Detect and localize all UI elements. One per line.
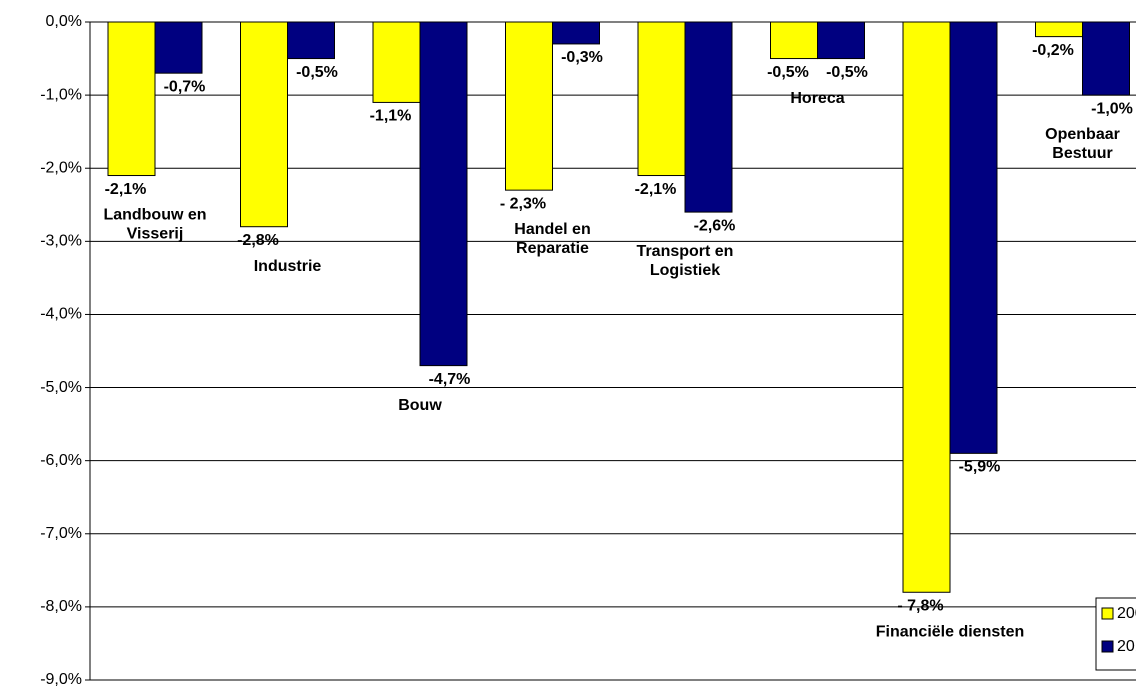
bar — [770, 21, 818, 60]
value-label: -1,1% — [370, 108, 412, 125]
bar — [107, 21, 156, 177]
bar — [372, 21, 421, 103]
category-label: Industrie — [254, 258, 322, 275]
y-tick-label: -7,0% — [40, 525, 82, 542]
y-tick-label: 0,0% — [46, 13, 82, 30]
value-label: -2,1% — [105, 181, 147, 198]
value-label: - 7,8% — [897, 597, 943, 614]
value-label: -0,5% — [826, 64, 868, 81]
value-label: -0,7% — [164, 78, 206, 95]
bar — [637, 21, 686, 177]
category-label: Horeca — [790, 90, 844, 107]
category-label: Landbouw en Visserij — [103, 207, 206, 243]
value-label: -5,9% — [959, 459, 1001, 476]
legend-swatch — [1101, 607, 1114, 620]
value-label: -2,1% — [635, 181, 677, 198]
y-tick-label: -6,0% — [40, 452, 82, 469]
bar — [287, 21, 335, 60]
category-label: Openbaar Bestuur — [1045, 126, 1120, 162]
value-label: -1,0% — [1091, 100, 1133, 117]
bar — [949, 21, 998, 454]
bar — [419, 21, 468, 367]
y-tick-label: -1,0% — [40, 86, 82, 103]
bar — [505, 21, 553, 191]
y-tick-label: -8,0% — [40, 598, 82, 615]
bar — [1035, 21, 1083, 38]
bar — [684, 21, 733, 213]
bar — [902, 21, 951, 593]
category-label: Bouw — [398, 397, 442, 414]
bar — [817, 21, 865, 60]
legend-label: 2009 — [1117, 605, 1136, 622]
value-label: - 2,3% — [500, 195, 546, 212]
value-label: -0,2% — [1032, 42, 1074, 59]
value-label: -4,7% — [429, 371, 471, 388]
category-label: Financiële diensten — [876, 623, 1024, 640]
value-label: -2,6% — [694, 217, 736, 234]
y-tick-label: -2,0% — [40, 159, 82, 176]
legend-label: 2010 — [1117, 638, 1136, 655]
value-label: -2,8% — [237, 232, 279, 249]
y-tick-label: -3,0% — [40, 233, 82, 250]
bar — [154, 21, 203, 74]
value-label: -0,3% — [561, 49, 603, 66]
bar — [240, 21, 288, 228]
y-tick-label: -5,0% — [40, 379, 82, 396]
value-label: -0,5% — [296, 64, 338, 81]
bar — [1082, 21, 1130, 96]
legend-swatch — [1101, 640, 1114, 653]
y-tick-label: -4,0% — [40, 306, 82, 323]
y-tick-label: -9,0% — [40, 671, 82, 686]
value-label: -0,5% — [767, 64, 809, 81]
bar — [552, 21, 600, 45]
category-label: Transport en Logistiek — [637, 243, 734, 279]
category-label: Handel en Reparatie — [514, 221, 590, 257]
